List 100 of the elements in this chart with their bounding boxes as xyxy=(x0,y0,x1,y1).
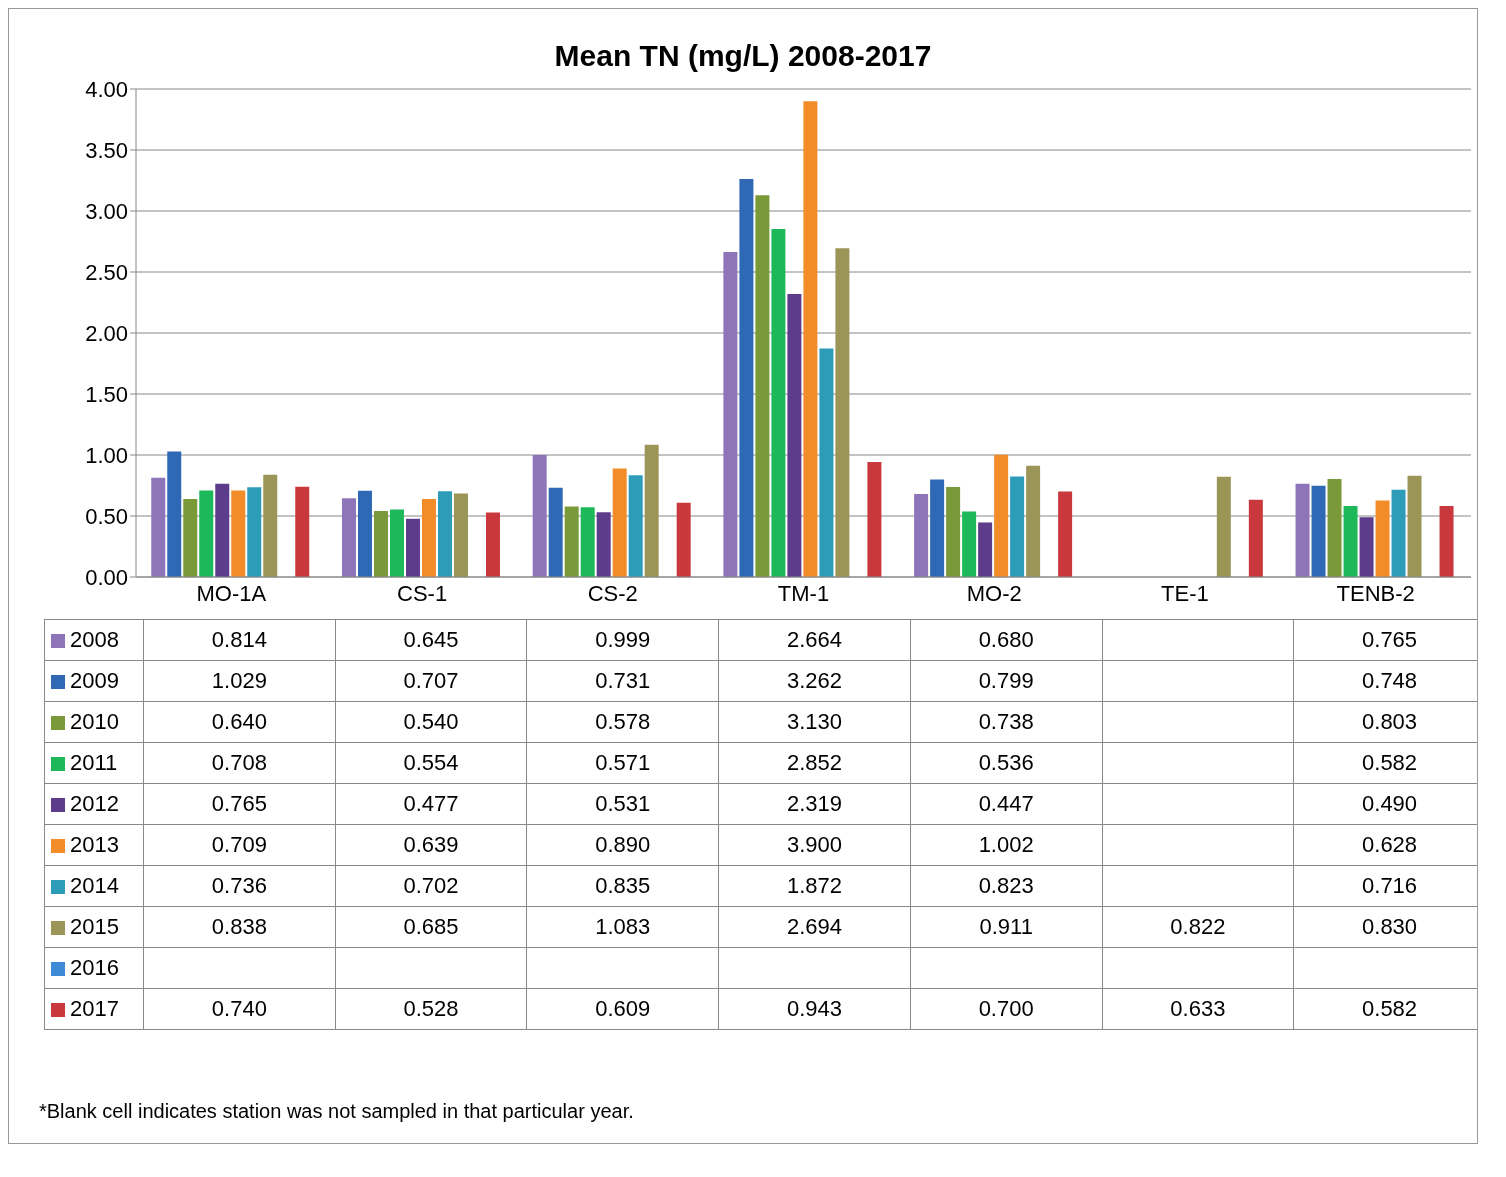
chart-title: Mean TN (mg/L) 2008-2017 xyxy=(554,39,932,72)
bar xyxy=(485,512,500,577)
bar xyxy=(151,477,166,577)
data-label: 0.709 xyxy=(143,824,336,866)
x-tick-label: CS-2 xyxy=(587,580,638,606)
data-label: 0.823 xyxy=(910,865,1103,907)
data-label: 0.738 xyxy=(910,701,1103,743)
bar xyxy=(628,475,643,577)
bar xyxy=(1407,475,1422,577)
bar xyxy=(183,498,198,577)
data-label: 0.830 xyxy=(1361,913,1419,941)
bar xyxy=(1295,483,1310,577)
bar xyxy=(994,454,1009,577)
bar xyxy=(723,251,738,577)
bar xyxy=(755,195,770,577)
data-label: 3.130 xyxy=(718,701,911,743)
legend-label: 2010 xyxy=(44,701,144,743)
data-label: 0.578 xyxy=(526,701,719,743)
data-label: 1.872 xyxy=(718,865,911,907)
data-label: 0.814 xyxy=(143,619,336,661)
bar xyxy=(867,461,882,577)
data-label: 0.582 xyxy=(1361,749,1419,777)
data-label: 0.731 xyxy=(526,660,719,702)
bar xyxy=(437,491,452,577)
bar xyxy=(199,490,214,577)
bar xyxy=(421,499,436,577)
bar xyxy=(978,522,993,577)
y-tick-label: 4.00 xyxy=(85,76,128,102)
data-label: 0.943 xyxy=(718,988,911,1030)
data-label: 0.645 xyxy=(335,619,527,661)
bar xyxy=(1010,476,1025,577)
data-label: 2.852 xyxy=(718,742,911,784)
y-tick-label: 0.00 xyxy=(85,564,128,590)
y-tick-label: 0.50 xyxy=(85,503,128,529)
bar xyxy=(405,518,420,577)
bar xyxy=(1058,491,1073,577)
bar xyxy=(453,493,468,577)
y-tick-label: 2.00 xyxy=(85,320,128,346)
data-label: 0.748 xyxy=(1361,667,1419,695)
y-tick-label: 2.50 xyxy=(85,259,128,285)
data-label: 1.002 xyxy=(910,824,1103,866)
data-label: 3.900 xyxy=(718,824,911,866)
data-label: 0.490 xyxy=(1361,790,1419,818)
data-label: 0.716 xyxy=(1361,872,1419,900)
data-label: 3.262 xyxy=(718,660,911,702)
bar xyxy=(373,511,388,577)
bar xyxy=(914,494,929,577)
bar xyxy=(564,506,579,577)
data-label: 0.822 xyxy=(1102,906,1294,948)
bar xyxy=(357,490,372,577)
x-tick-label: MO-2 xyxy=(966,580,1022,606)
data-label: 0.765 xyxy=(143,783,336,825)
data-label: 0.447 xyxy=(910,783,1103,825)
bar xyxy=(946,486,961,577)
bar xyxy=(676,502,691,577)
data-label: 0.835 xyxy=(526,865,719,907)
data-label: 0.477 xyxy=(335,783,527,825)
bar xyxy=(1026,465,1041,577)
data-label: 0.531 xyxy=(526,783,719,825)
y-tick-label: 1.00 xyxy=(85,442,128,468)
data-label: 0.803 xyxy=(1361,708,1419,736)
data-label: 0.740 xyxy=(143,988,336,1030)
legend-label: 2013 xyxy=(44,824,144,866)
bar xyxy=(263,474,278,577)
data-label: 0.707 xyxy=(335,660,527,702)
bar xyxy=(1311,485,1326,577)
bar xyxy=(644,444,659,577)
data-label: 0.540 xyxy=(335,701,527,743)
data-label: 0.528 xyxy=(335,988,527,1030)
bar xyxy=(215,483,230,577)
data-label: 0.708 xyxy=(143,742,336,784)
bar xyxy=(247,487,262,577)
data-label: 1.029 xyxy=(143,660,336,702)
bar xyxy=(580,507,595,577)
bar xyxy=(1327,479,1342,577)
y-tick-label: 1.50 xyxy=(85,381,128,407)
data-label: 0.838 xyxy=(143,906,336,948)
legend-label: 2017 xyxy=(44,988,144,1030)
y-tick-label: 3.50 xyxy=(85,137,128,163)
text: *Blank cell indicates station was not sampled in that particular year. xyxy=(39,1100,635,1123)
data-label: 0.628 xyxy=(1361,831,1419,859)
bar xyxy=(1439,506,1454,577)
data-label: 0.799 xyxy=(910,660,1103,702)
x-tick-label: TENB-2 xyxy=(1336,580,1415,606)
legend-label: 2012 xyxy=(44,783,144,825)
data-label: 0.633 xyxy=(1102,988,1294,1030)
data-label: 2.664 xyxy=(718,619,911,661)
bar xyxy=(819,348,834,577)
bar xyxy=(532,455,547,577)
data-label: 0.571 xyxy=(526,742,719,784)
bar xyxy=(1359,517,1374,577)
data-label: 0.890 xyxy=(526,824,719,866)
bar xyxy=(1343,506,1358,577)
data-label: 0.765 xyxy=(1361,626,1419,654)
legend-label: 2009 xyxy=(44,660,144,702)
bar xyxy=(803,101,818,577)
data-label: 0.702 xyxy=(335,865,527,907)
data-label: 2.319 xyxy=(718,783,911,825)
bar xyxy=(231,490,246,577)
data-label: 0.536 xyxy=(910,742,1103,784)
